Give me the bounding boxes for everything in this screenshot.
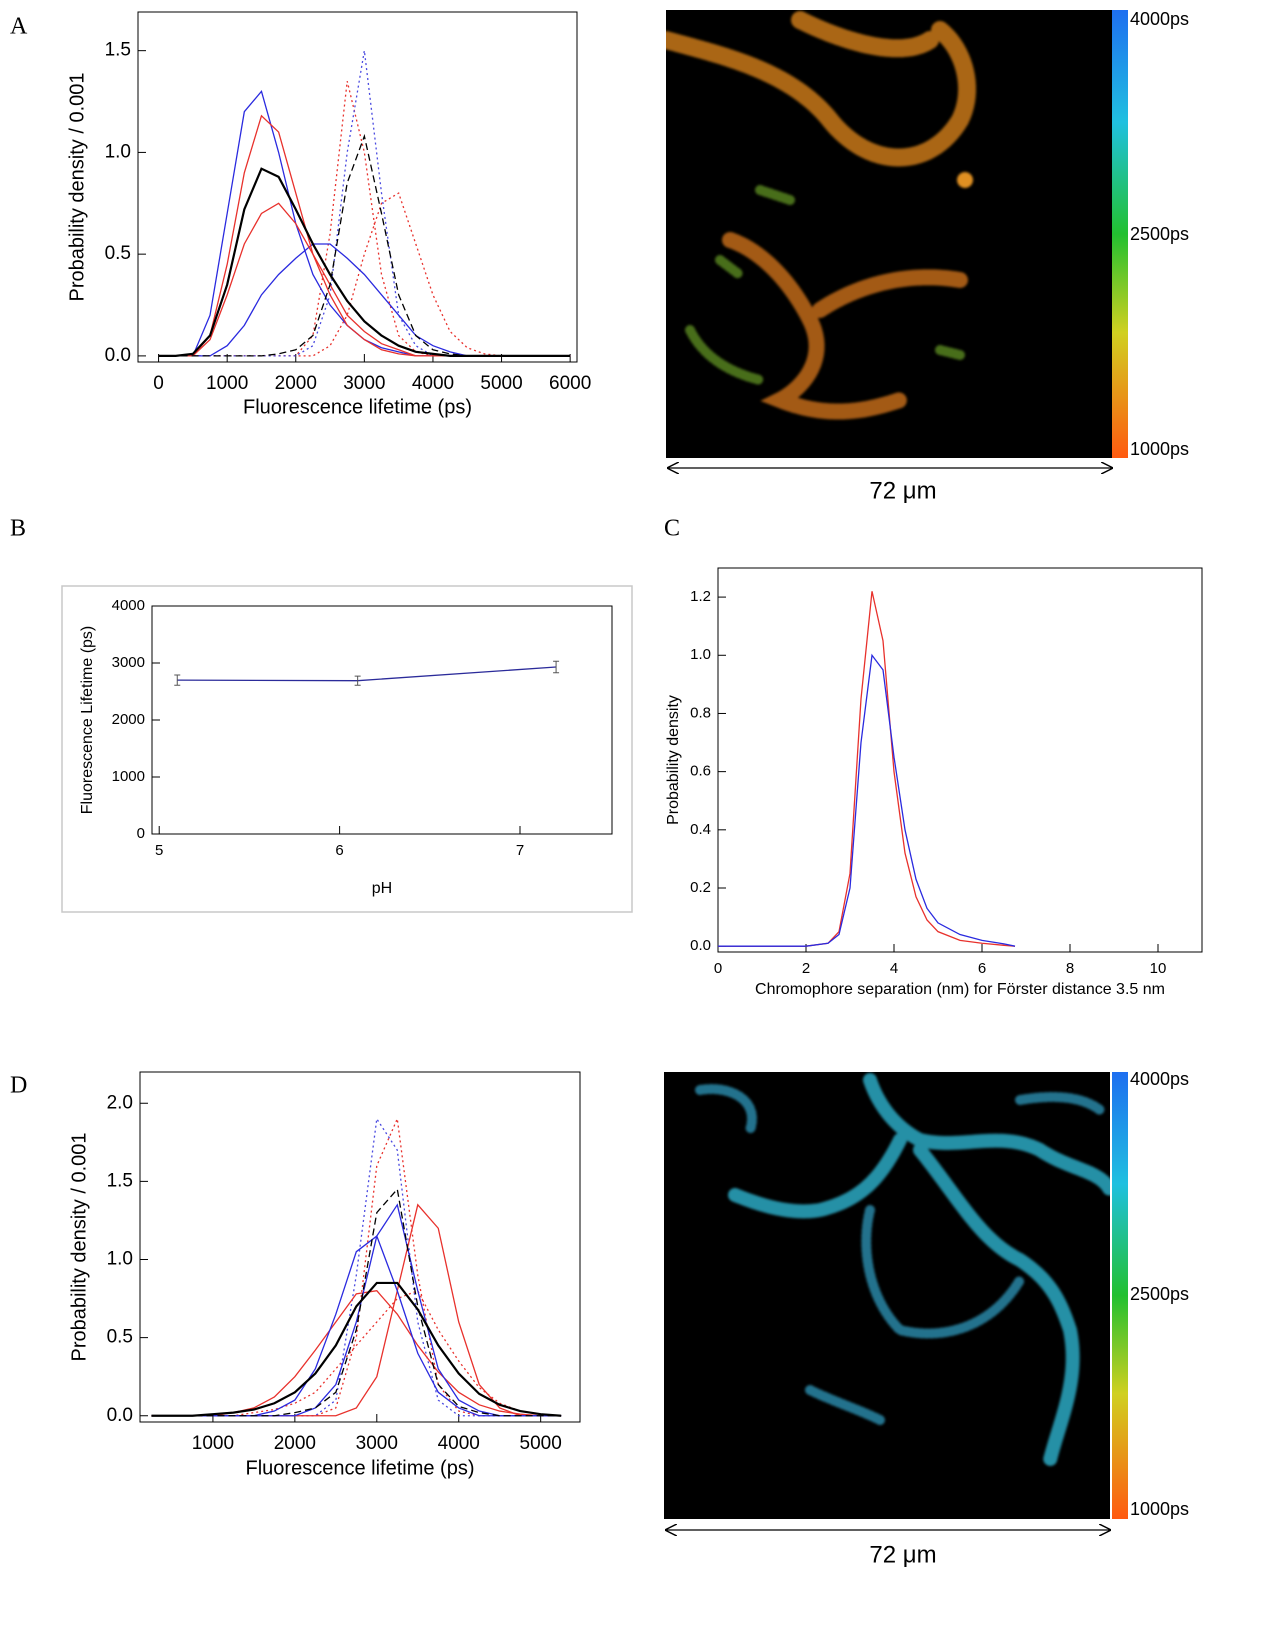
x-tick-label: 1000 [192, 1433, 234, 1454]
series-line [151, 1281, 562, 1417]
colorbar-label: 4000ps [1130, 9, 1189, 29]
y-tick-label: 0.5 [107, 1327, 133, 1348]
series-line [151, 1203, 562, 1417]
series-line [718, 653, 1016, 947]
y-tick-label: 1.5 [107, 1170, 133, 1191]
series-line [151, 1290, 562, 1417]
panel-label: D [10, 1073, 27, 1099]
series-line [177, 666, 557, 682]
x-tick-label: 8 [1066, 960, 1074, 977]
series-line [151, 1116, 562, 1417]
y-tick-label: 3000 [112, 654, 145, 671]
error-bar [354, 675, 361, 686]
series-line [151, 1203, 562, 1417]
x-axis-label: Fluorescence lifetime (ps) [246, 1457, 475, 1479]
y-tick-label: 1.0 [105, 141, 131, 162]
y-axis-label: Probability density / 0.001 [66, 72, 88, 301]
y-tick-label: 2000 [112, 711, 145, 728]
panel-label: B [10, 516, 26, 542]
x-tick-label: 0 [714, 960, 722, 977]
y-axis-label: Fluorescence Lifetime (ps) [79, 626, 96, 815]
series-line [158, 133, 571, 357]
series-line [158, 167, 571, 357]
y-tick-label: 1.0 [690, 646, 711, 663]
series-line [151, 1235, 562, 1417]
y-tick-label: 0.2 [690, 879, 711, 896]
x-tick-label: 6000 [549, 373, 591, 394]
x-tick-label: 3000 [356, 1433, 398, 1454]
plot-frame [151, 605, 613, 835]
series-line [718, 591, 1016, 947]
y-tick-label: 0.5 [105, 243, 131, 264]
x-tick-label: 5 [155, 842, 163, 859]
x-tick-label: 6 [978, 960, 986, 977]
x-tick-label: 0 [153, 373, 164, 394]
y-tick-label: 0.0 [107, 1405, 133, 1426]
colorbar-label: 2500ps [1130, 224, 1189, 244]
x-tick-label: 3000 [343, 373, 385, 394]
x-tick-label: 2000 [275, 373, 317, 394]
y-tick-label: 1.5 [105, 40, 131, 61]
microscopy-image [664, 1072, 1128, 1530]
x-axis-label: Chromophore separation (nm) for Förster … [755, 981, 1165, 998]
x-tick-label: 7 [516, 842, 524, 859]
panel-label: A [10, 14, 28, 40]
colorbar-label: 1000ps [1130, 439, 1189, 459]
colorbar-label: 4000ps [1130, 1069, 1189, 1089]
series-line [158, 202, 571, 357]
x-tick-label: 5000 [520, 1433, 562, 1454]
y-tick-label: 4000 [112, 597, 145, 614]
y-tick-label: 0.8 [690, 704, 711, 721]
error-bar [174, 674, 181, 686]
colorbar-label: 2500ps [1130, 1284, 1189, 1304]
series-line [158, 50, 571, 357]
y-tick-label: 2.0 [107, 1092, 133, 1113]
panel-label: C [664, 516, 680, 542]
x-tick-label: 6 [335, 842, 343, 859]
colorbar-label: 1000ps [1130, 1499, 1189, 1519]
series-line [158, 81, 571, 357]
x-axis-label: Fluorescence lifetime (ps) [243, 396, 472, 418]
x-tick-label: 5000 [480, 373, 522, 394]
x-tick-label: 4000 [412, 373, 454, 394]
series-line [151, 1289, 562, 1417]
y-tick-label: 1000 [112, 768, 145, 785]
x-tick-label: 2 [802, 960, 810, 977]
y-tick-label: 0.4 [690, 821, 711, 838]
microscopy-image [666, 10, 1128, 468]
panel-frame [61, 585, 633, 913]
y-axis-label: Probability density / 0.001 [68, 1132, 90, 1361]
plot-frame [137, 11, 578, 363]
series-line [151, 1117, 562, 1417]
x-axis-label: pH [372, 880, 392, 897]
x-tick-label: 10 [1150, 960, 1167, 977]
plot-frame [139, 1071, 581, 1423]
y-tick-label: 1.2 [690, 588, 711, 605]
x-tick-label: 2000 [274, 1433, 316, 1454]
y-tick-label: 0.0 [105, 345, 131, 366]
error-bar [553, 660, 560, 674]
plot-frame [717, 567, 1203, 953]
series-line [158, 90, 571, 357]
series-line [151, 1187, 562, 1417]
y-tick-label: 0 [137, 825, 145, 842]
y-axis-label: Probability density [665, 695, 682, 825]
scale-label: 72 μm [869, 1541, 936, 1568]
y-tick-label: 0.0 [690, 937, 711, 954]
x-tick-label: 4000 [438, 1433, 480, 1454]
y-tick-label: 1.0 [107, 1249, 133, 1270]
x-tick-label: 4 [890, 960, 898, 977]
y-tick-label: 0.6 [690, 763, 711, 780]
x-tick-label: 1000 [206, 373, 248, 394]
scale-label: 72 μm [869, 477, 936, 504]
